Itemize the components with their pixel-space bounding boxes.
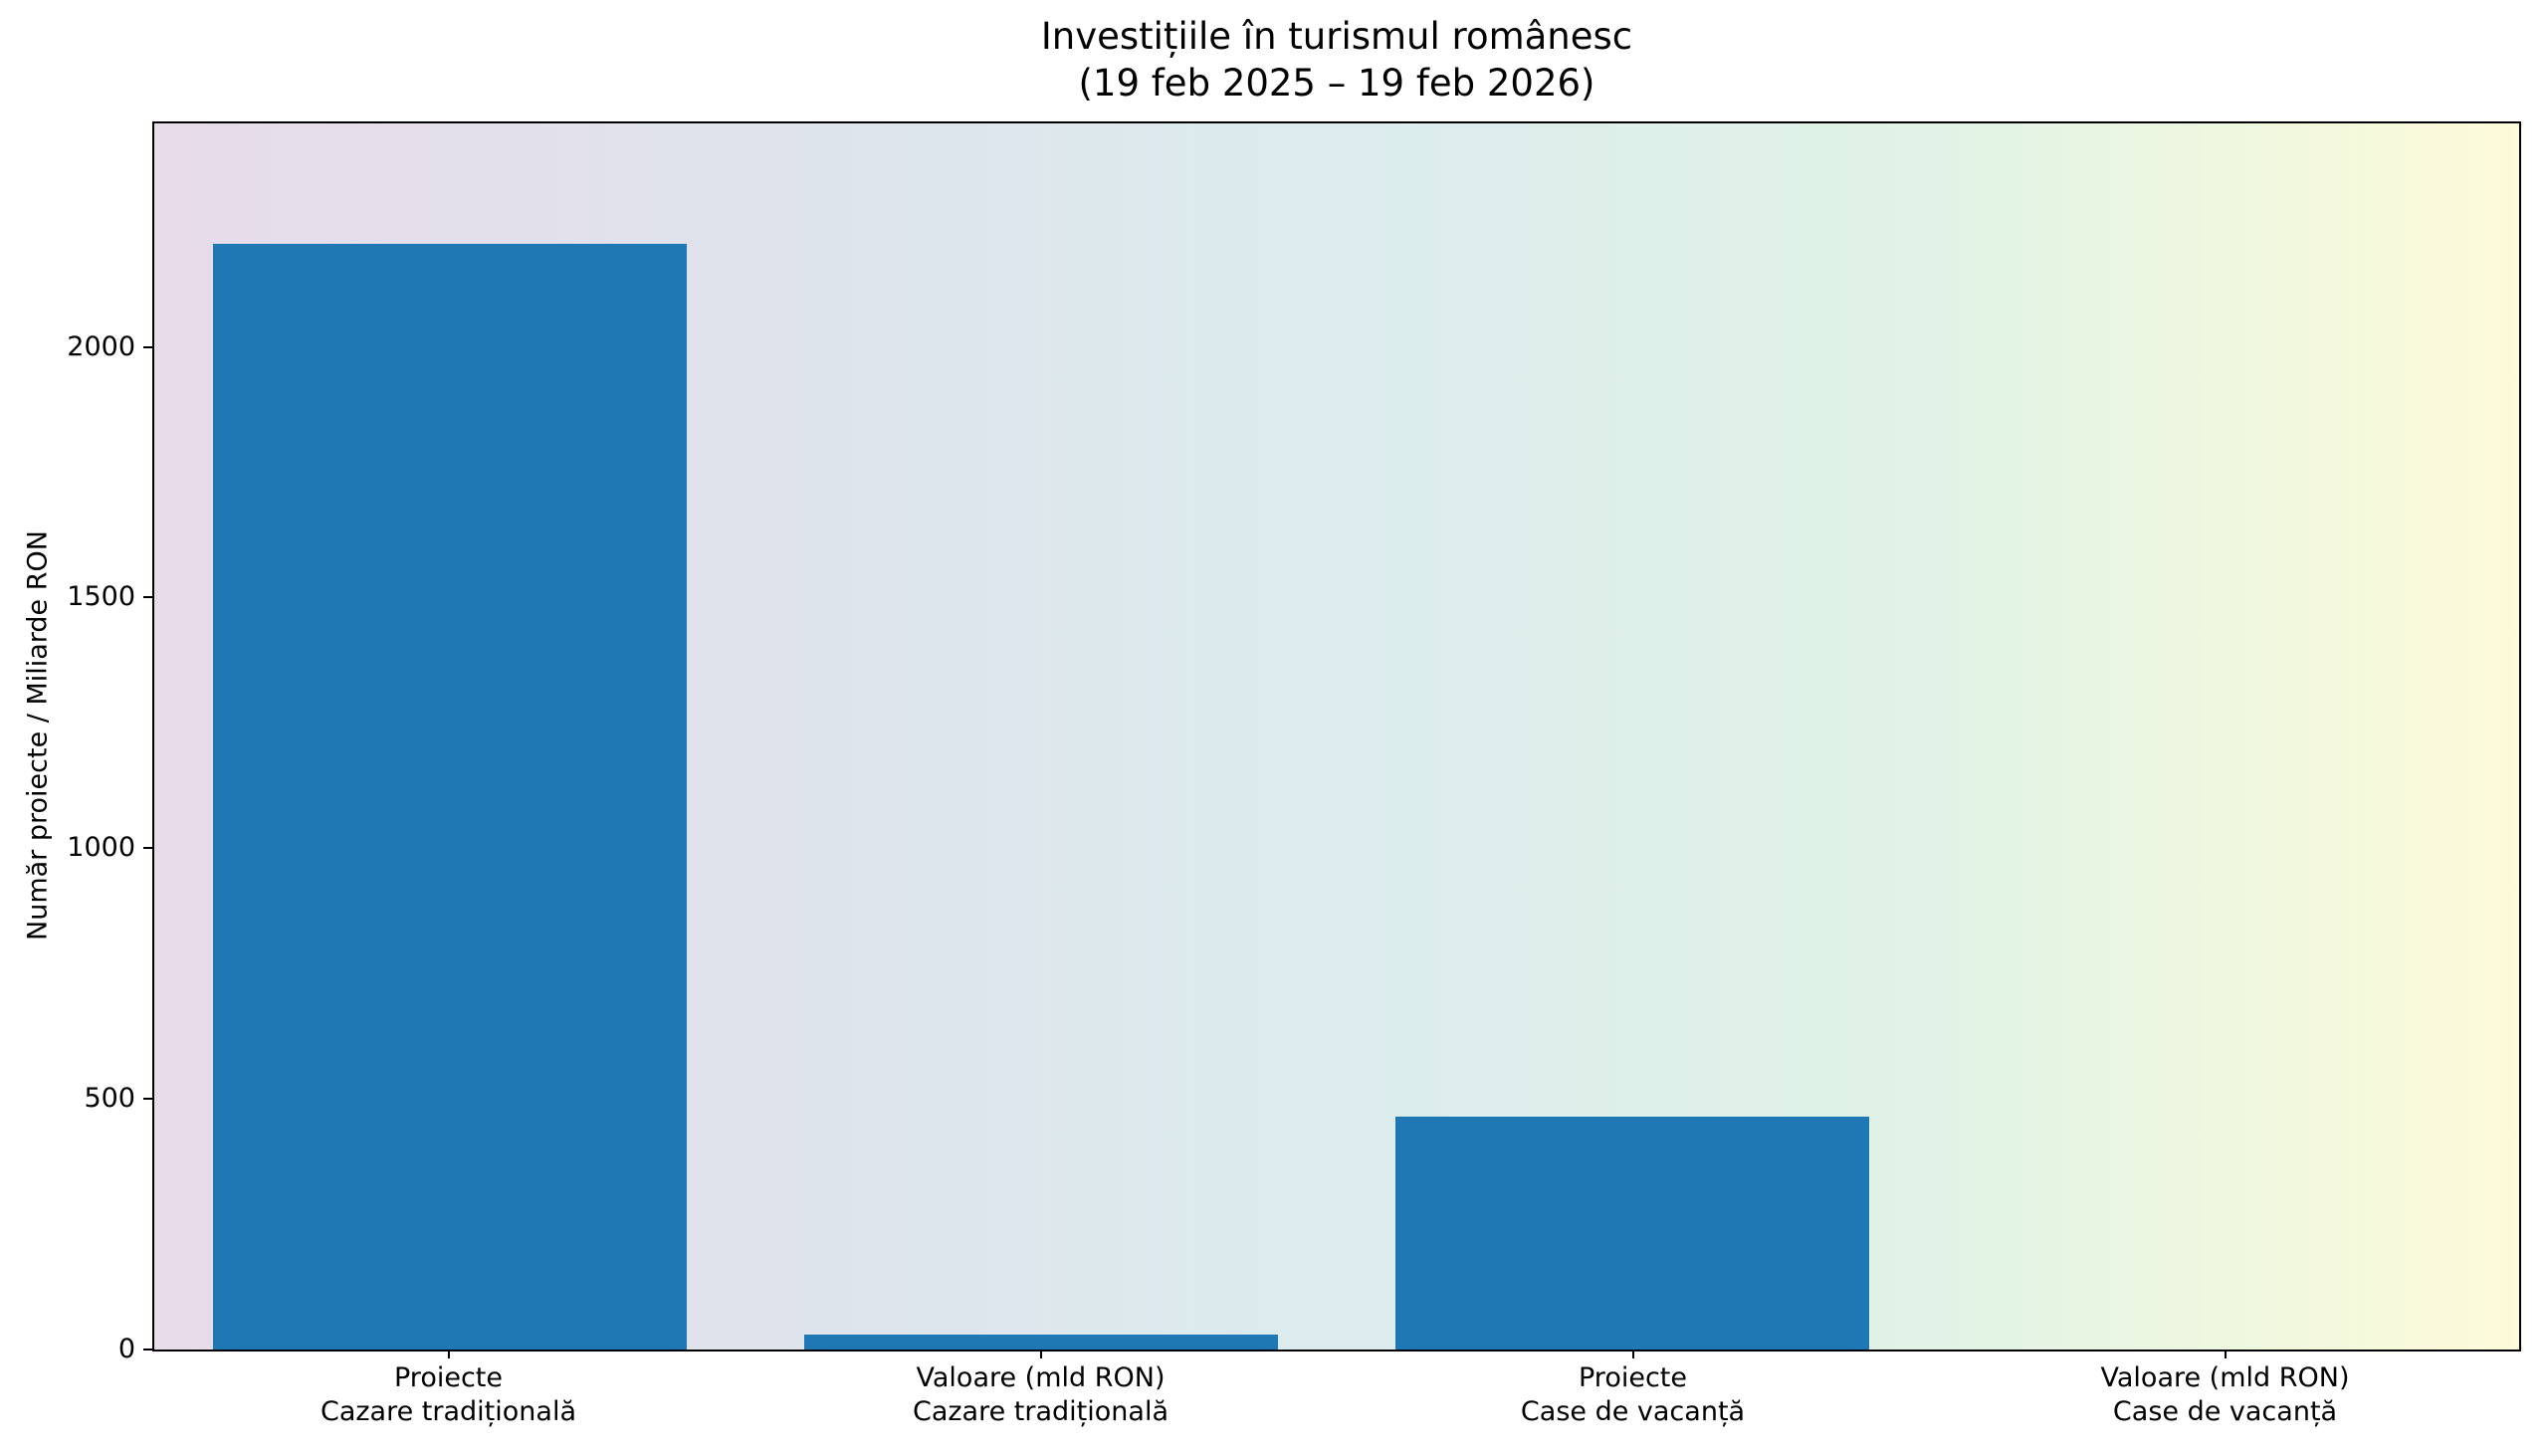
x-tick-label-line: Valoare (mld RON) [2100,1362,2350,1393]
y-tick-label: 1000 [67,832,135,864]
y-tick-mark [143,847,152,850]
x-tick-label-line: Valoare (mld RON) [916,1362,1166,1393]
bar [804,1334,1278,1350]
y-tick-mark [143,1098,152,1101]
x-tick-mark [2224,1350,2227,1358]
chart-subtitle: (19 feb 2025 – 19 feb 2026) [1078,61,1595,104]
bar [213,243,687,1350]
x-tick-mark [1631,1350,1634,1358]
chart-title: Investițiile în turismul românesc [1040,15,1633,58]
plot-area [152,121,2521,1352]
x-tick-mark [447,1350,450,1358]
x-tick-label-line: Proiecte [394,1362,503,1393]
x-tick-label-line: Case de vacanță [1520,1395,1746,1427]
y-tick-label: 500 [84,1083,135,1115]
x-tick-label-line: Case de vacanță [2112,1395,2338,1427]
x-tick-label-line: Cazare tradițională [912,1395,1168,1427]
y-tick-label: 2000 [67,330,135,362]
y-tick-label: 0 [117,1334,135,1364]
x-tick-label-line: Cazare tradițională [319,1395,576,1427]
x-tick-label: Valoare (mld RON) Cazare tradițională [744,1361,1337,1429]
y-tick-label: 1500 [67,581,135,613]
x-tick-mark [1039,1350,1042,1358]
x-tick-label-line: Proiecte [1579,1362,1687,1393]
x-tick-label: Proiecte Case de vacanță [1337,1361,1929,1429]
y-tick-mark [143,596,152,599]
bar [1395,1117,1869,1350]
x-tick-label: Valoare (mld RON) Case de vacanță [1929,1361,2521,1429]
bars-layer [154,123,2519,1350]
chart-title-block: Investițiile în turismul românesc (19 fe… [152,14,2521,107]
y-tick-mark [143,345,152,348]
y-tick-mark [143,1349,152,1351]
x-tick-label: Proiecte Cazare tradițională [152,1361,744,1429]
